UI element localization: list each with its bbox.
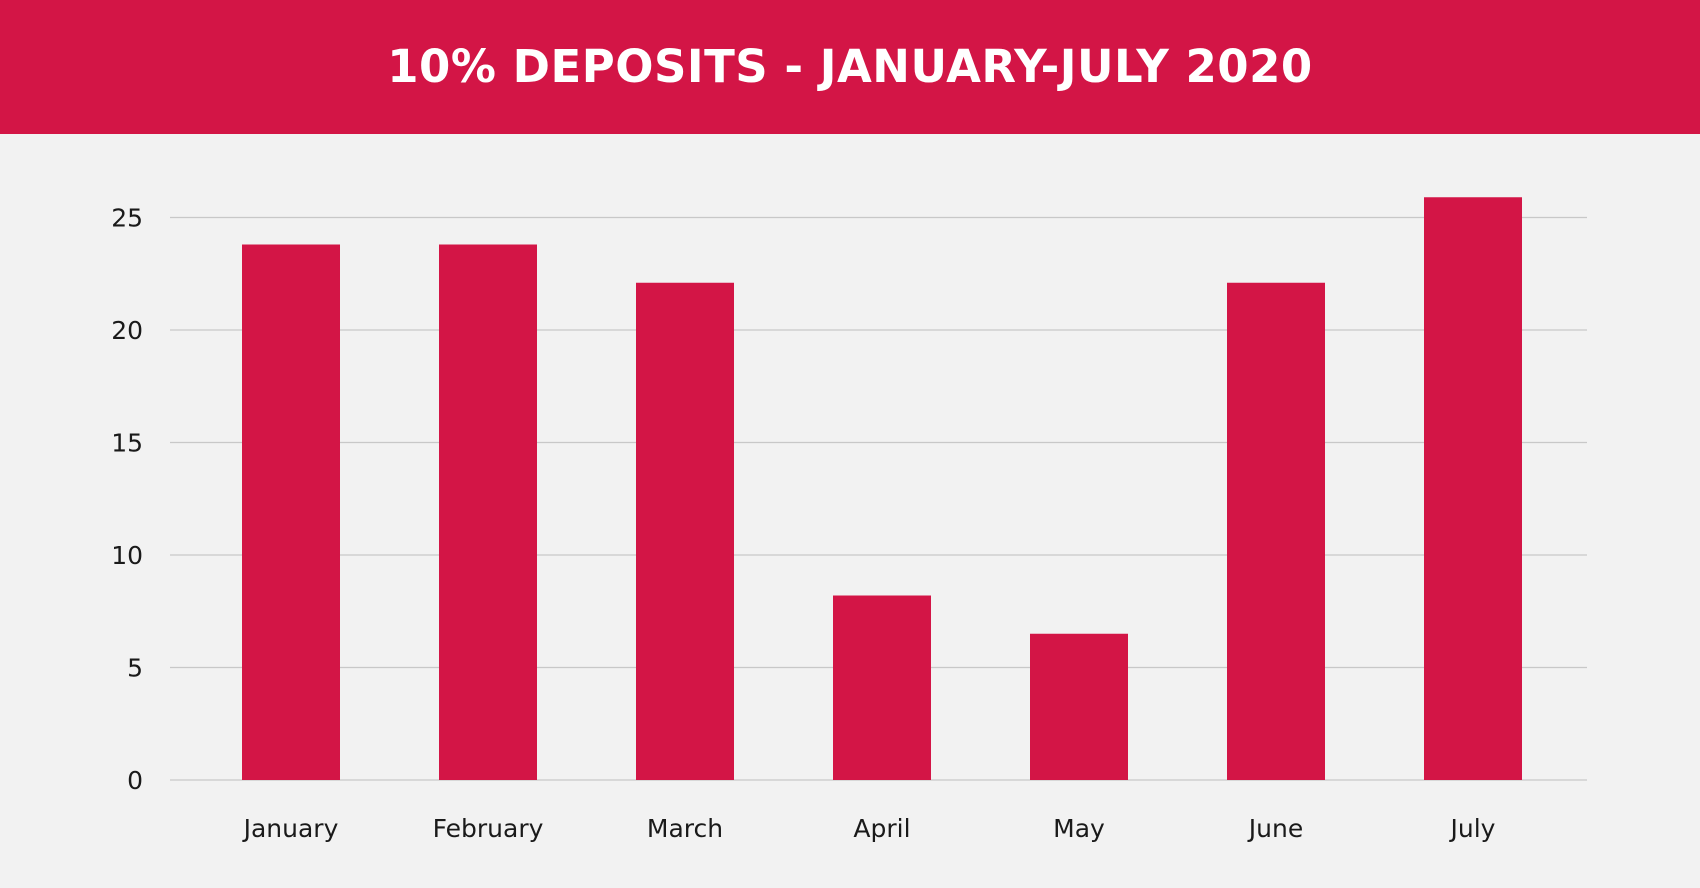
chart-area: 0 5 10 15 20 25 January February March April May J… bbox=[0, 134, 1700, 888]
bar-july bbox=[1424, 197, 1522, 780]
x-tick-label-february: February bbox=[433, 814, 544, 843]
x-tick-label-april: April bbox=[853, 814, 910, 843]
x-axis-labels: January February March April May June July bbox=[242, 814, 1496, 843]
x-tick-label-july: July bbox=[1449, 814, 1496, 843]
y-tick-label-10: 10 bbox=[111, 541, 143, 570]
y-tick-label-20: 20 bbox=[111, 316, 143, 345]
x-tick-label-june: June bbox=[1247, 814, 1303, 843]
bar-march bbox=[636, 282, 734, 780]
y-tick-label-5: 5 bbox=[127, 654, 143, 683]
x-tick-label-january: January bbox=[242, 814, 339, 843]
bars bbox=[242, 197, 1522, 780]
bar-january bbox=[242, 244, 340, 780]
bar-june bbox=[1227, 282, 1325, 780]
y-tick-label-15: 15 bbox=[111, 429, 143, 458]
y-tick-label-0: 0 bbox=[127, 766, 143, 795]
bar-february bbox=[439, 244, 537, 780]
y-tick-label-25: 25 bbox=[111, 204, 143, 233]
title-banner: 10% DEPOSITS - JANUARY-JULY 2020 bbox=[0, 0, 1700, 134]
x-tick-label-may: May bbox=[1053, 814, 1105, 843]
x-tick-label-march: March bbox=[647, 814, 723, 843]
y-axis-ticks: 0 5 10 15 20 25 bbox=[111, 204, 143, 796]
bar-may bbox=[1030, 633, 1128, 780]
bar-april bbox=[833, 595, 931, 780]
gridlines bbox=[170, 216, 1587, 781]
chart-title: 10% DEPOSITS - JANUARY-JULY 2020 bbox=[387, 39, 1313, 93]
